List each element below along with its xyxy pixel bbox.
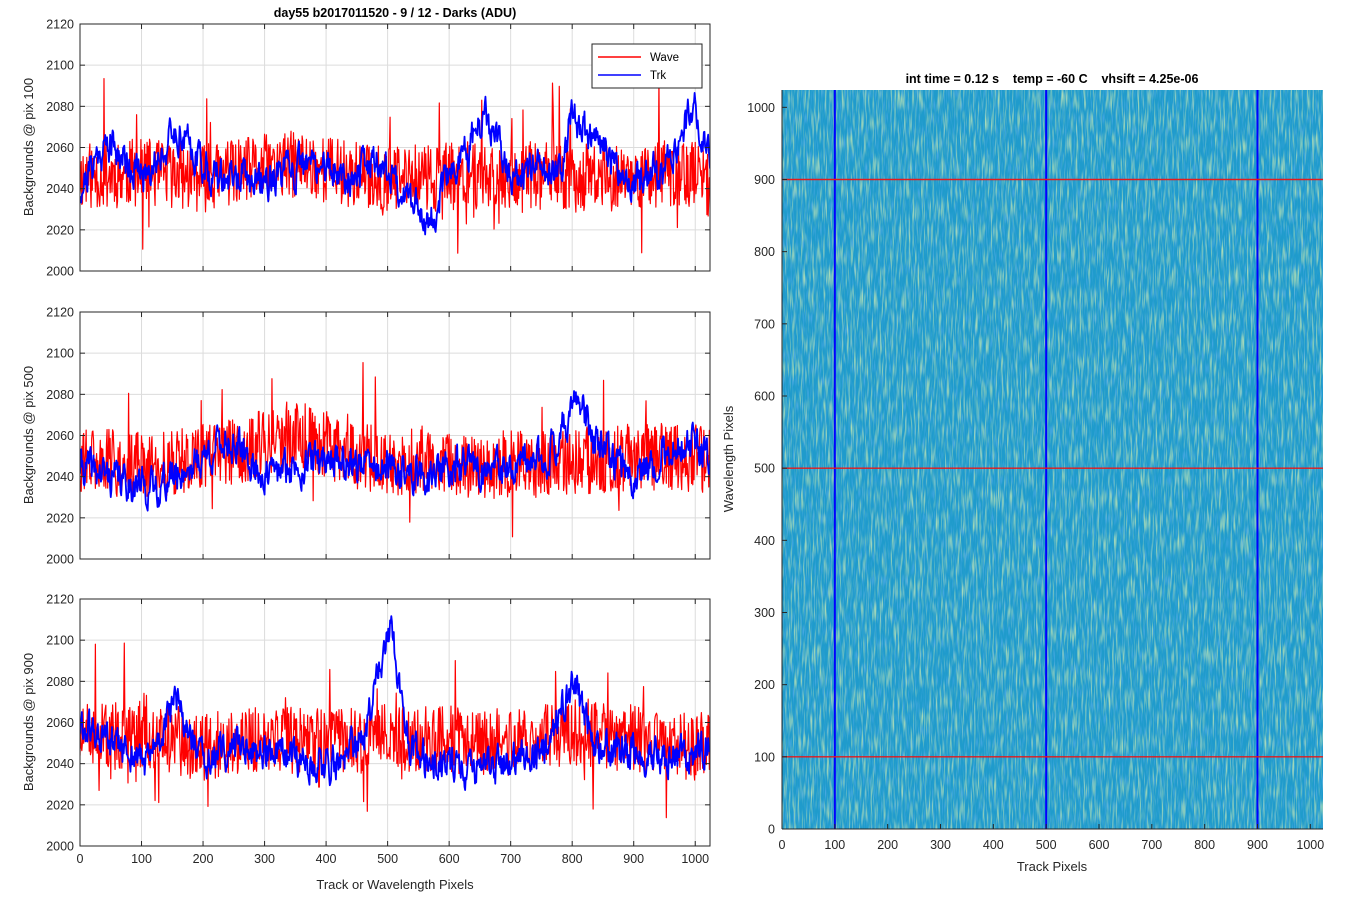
x-tick-label: 900: [623, 852, 644, 866]
x-tick-label: 600: [1089, 838, 1110, 852]
series-line-trk: [80, 615, 710, 791]
y-tick-label: 2000: [46, 840, 74, 854]
panel-heatmap: 0 100 200 300 400 500 600 700 800 900 1000 0 100 200 3…: [721, 72, 1324, 874]
y-tick-label: 400: [754, 534, 775, 548]
y-tick-label: 2120: [46, 18, 74, 32]
x-tick-label: 400: [316, 852, 337, 866]
y-tick-label: 2120: [46, 593, 74, 607]
y-axis-label: Backgrounds @ pix 100: [21, 78, 36, 216]
series-group: [80, 77, 710, 254]
legend-label-wave: Wave: [650, 52, 679, 64]
y-tick-label: 900: [754, 173, 775, 187]
y-tick-label: 2060: [46, 716, 74, 730]
series-line-wave: [80, 642, 710, 819]
x-tick-label: 700: [500, 852, 521, 866]
x-tick-label: 0: [77, 852, 84, 866]
x-tick-label: 300: [930, 838, 951, 852]
y-tick-label: 0: [768, 823, 775, 837]
panel-pix-100: 2000 2020 2040 2060 2080 2100 2120 day55 b2017…: [21, 6, 711, 279]
x-tick-label: 500: [377, 852, 398, 866]
y-tick-label: 2040: [46, 182, 74, 196]
x-tick-label: 300: [254, 852, 275, 866]
series-line-wave: [80, 77, 710, 254]
y-tick-label: 2020: [46, 223, 74, 237]
x-tick-label: 100: [824, 838, 845, 852]
x-tick-label: 500: [1036, 838, 1057, 852]
ticks: 2000 2020 2040 2060 2080 2100 2120: [46, 306, 710, 567]
y-tick-label: 700: [754, 317, 775, 331]
ticks: 0 100 200 300 400 500 600 700 800 900 1000 0 100 200 3…: [747, 90, 1324, 852]
x-tick-label: 700: [1141, 838, 1162, 852]
series-group: [80, 615, 710, 819]
y-tick-label: 2100: [46, 59, 74, 73]
x-tick-label: 600: [439, 852, 460, 866]
y-axis-label: Wavelength Pixels: [721, 405, 736, 512]
chart-title: day55 b2017011520 - 9 / 12 - Darks (ADU): [274, 6, 517, 20]
y-tick-label: 2040: [46, 470, 74, 484]
x-tick-label: 1000: [681, 852, 709, 866]
series-line-trk: [80, 92, 710, 236]
y-tick-label: 1000: [747, 101, 775, 115]
y-tick-label: 2100: [46, 634, 74, 648]
x-tick-label: 400: [983, 838, 1004, 852]
x-tick-label: 100: [131, 852, 152, 866]
y-tick-label: 2020: [46, 511, 74, 525]
x-tick-label: 800: [1194, 838, 1215, 852]
x-axis-label: Track or Wavelength Pixels: [316, 877, 474, 892]
y-tick-label: 200: [754, 678, 775, 692]
x-tick-label: 900: [1247, 838, 1268, 852]
panel-pix-900: 2000 2020 2040 2060 2080 2100 2120 0 100 200 300 40…: [21, 593, 711, 892]
x-tick-label: 200: [193, 852, 214, 866]
y-tick-label: 300: [754, 606, 775, 620]
y-tick-label: 2060: [46, 429, 74, 443]
y-tick-label: 2060: [46, 141, 74, 155]
y-tick-label: 2000: [46, 265, 74, 279]
panel-pix-500: 2000 2020 2040 2060 2080 2100 2120 Backgrounds…: [21, 306, 711, 567]
y-tick-label: 2080: [46, 675, 74, 689]
series-group: [80, 362, 710, 538]
series-line-wave: [80, 362, 710, 538]
ticks: 2000 2020 2040 2060 2080 2100 2120 0 100 200 300 40…: [46, 593, 710, 866]
x-tick-label: 800: [562, 852, 583, 866]
x-axis-label: Track Pixels: [1017, 859, 1088, 874]
y-tick-label: 100: [754, 750, 775, 764]
legend-label-trk: Trk: [650, 70, 666, 82]
y-axis-label: Backgrounds @ pix 500: [21, 366, 36, 504]
y-tick-label: 2000: [46, 553, 74, 567]
heatmap-texture-bright: [782, 90, 1323, 829]
y-tick-label: 2080: [46, 100, 74, 114]
y-tick-label: 500: [754, 462, 775, 476]
x-tick-label: 200: [877, 838, 898, 852]
ticks: 2000 2020 2040 2060 2080 2100 2120: [46, 18, 710, 279]
y-tick-label: 2100: [46, 347, 74, 361]
y-axis-label: Backgrounds @ pix 900: [21, 653, 36, 791]
y-tick-label: 600: [754, 389, 775, 403]
y-tick-label: 2080: [46, 388, 74, 402]
y-tick-label: 2040: [46, 757, 74, 771]
x-tick-label: 1000: [1296, 838, 1324, 852]
heatmap-markers: [782, 90, 1323, 829]
series-line-trk: [80, 390, 710, 512]
y-tick-label: 2120: [46, 306, 74, 320]
y-tick-label: 800: [754, 245, 775, 259]
legend-box: [591, 43, 703, 89]
y-tick-label: 2020: [46, 798, 74, 812]
legend: Wave Trk: [591, 43, 703, 89]
heatmap-title: int time = 0.12 s temp = -60 C vhsift = …: [906, 72, 1199, 86]
x-tick-label: 0: [779, 838, 786, 852]
